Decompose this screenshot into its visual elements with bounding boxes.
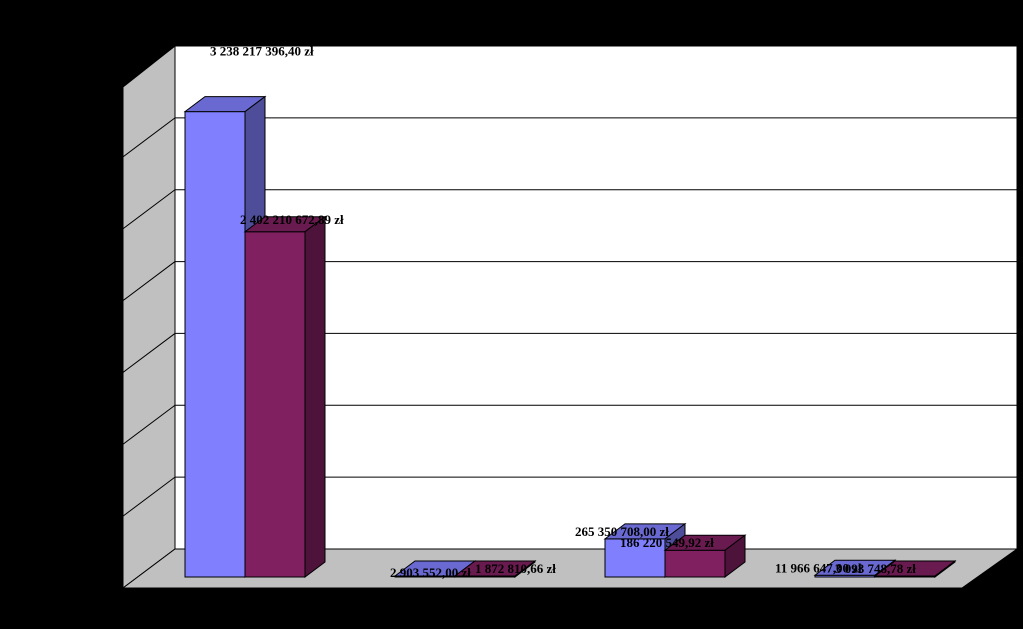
side-gridline [122, 261, 176, 301]
side-gridline [122, 476, 176, 517]
bars [183, 95, 957, 578]
data-label: 2 903 552,00 zł [390, 565, 471, 580]
data-label: 1 872 810,66 zł [475, 561, 556, 576]
bar-front [184, 111, 246, 578]
bar-front [664, 549, 726, 578]
side-gridline [122, 333, 176, 373]
side-gridline [122, 117, 176, 158]
data-label: 3 093 748,78 zł [835, 561, 916, 576]
bar-side [934, 560, 956, 578]
data-label: 265 350 708,00 zł [575, 524, 669, 539]
bar [243, 215, 327, 578]
side-gridline [122, 404, 176, 445]
bar-side [514, 560, 536, 578]
bar-front [244, 231, 306, 578]
bar [663, 534, 747, 578]
side-wall [122, 44, 176, 589]
data-label: 186 220 549,92 zł [620, 535, 714, 550]
bar-side [724, 534, 746, 578]
floor [121, 548, 1019, 589]
bar-side [304, 215, 326, 578]
data-label: 11 966 647,00 zł [775, 560, 862, 575]
side-gridline [122, 189, 176, 230]
bar [873, 560, 957, 578]
bar [453, 560, 537, 578]
side-gridline [122, 45, 176, 86]
data-labels: 3 238 217 396,40 zł 2 903 552,00 zł 265 35… [210, 44, 916, 580]
data-label: 3 238 217 396,40 zł [210, 44, 314, 59]
data-label: 2 402 210 672,89 zł [240, 212, 344, 227]
